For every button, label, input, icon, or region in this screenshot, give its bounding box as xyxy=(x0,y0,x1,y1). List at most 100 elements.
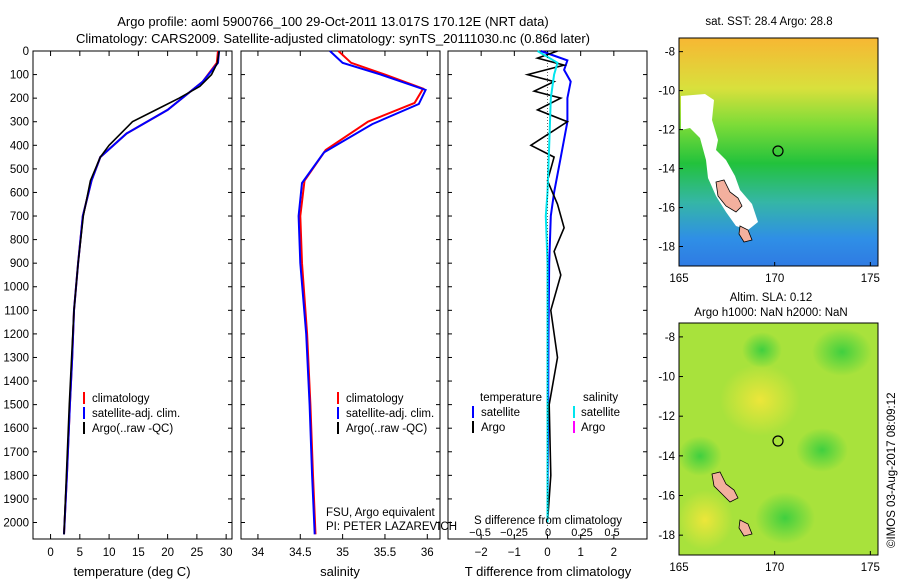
salinity-panel-frame xyxy=(240,50,441,540)
copyright-timestamp: ©IMOS 03-Aug-2017 08:09:12 xyxy=(886,392,898,548)
s-tick-1: −0.5 xyxy=(469,527,491,539)
x-tick-label: 10 xyxy=(103,547,116,559)
sst-coast-gap xyxy=(681,94,758,230)
legend-label-satellite: satellite-adj. clim. xyxy=(346,408,434,420)
s-tick-3: 0 xyxy=(545,527,551,539)
series-line-temperature-argo xyxy=(524,50,570,523)
x-tick-label: 5 xyxy=(77,547,83,559)
depth-tick-label: 1600 xyxy=(3,423,29,435)
argo-location-marker xyxy=(772,145,784,157)
s-tick-2: −0.25 xyxy=(500,527,528,539)
legend-title-salinity: salinity xyxy=(583,392,618,404)
lat-tick-label: -14 xyxy=(658,451,675,463)
x-tick-label: 1 xyxy=(577,547,583,559)
depth-tick-label: 1800 xyxy=(3,470,29,482)
sla-green-patch-2 xyxy=(742,332,782,368)
x-tick-label: 0 xyxy=(47,547,53,559)
temperature-xlabel: temperature (deg C) xyxy=(73,564,190,579)
sla-green-patch-3 xyxy=(796,428,848,472)
x-tick-label: 35 xyxy=(336,547,349,559)
depth-tick-label: 700 xyxy=(10,211,29,223)
depth-axis: 0 100 200 300 400 500 600 700 800 900 1000 1100 1200… xyxy=(3,46,29,529)
temperature-series xyxy=(63,50,221,535)
x-tick-label: 30 xyxy=(220,547,233,559)
difference-legend: temperature salinity satellite Argo sate… xyxy=(472,392,620,434)
lon-tick-label: 175 xyxy=(861,273,880,285)
header-line-1: Argo profile: aoml 5900766_100 29-Oct-20… xyxy=(117,14,548,29)
sla-map-frame xyxy=(678,322,879,556)
legend-label-argo: Argo(..raw -QC) xyxy=(92,423,173,435)
series-line-climatology xyxy=(63,50,219,535)
sla-yellow-patch-2 xyxy=(677,490,733,550)
lat-tick-label: -8 xyxy=(665,332,675,344)
temperature-panel-frame xyxy=(32,50,233,540)
x-tick-label: 34.5 xyxy=(289,547,311,559)
legend-label-climatology: climatology xyxy=(92,393,150,405)
depth-tick-label: 1700 xyxy=(3,447,29,459)
sla-island-2 xyxy=(738,519,753,537)
lat-tick-label: -16 xyxy=(658,203,675,215)
lat-tick-label: -10 xyxy=(658,86,675,98)
depth-tick-label: 1900 xyxy=(3,494,29,506)
lat-tick-label: -18 xyxy=(658,530,675,542)
depth-tick-label: 200 xyxy=(10,93,29,105)
sla-map xyxy=(677,322,879,556)
sla-green-patch xyxy=(812,328,872,376)
depth-tick-label: 800 xyxy=(10,235,29,247)
lon-tick-label: 170 xyxy=(765,562,784,574)
lon-tick-label: 165 xyxy=(669,562,688,574)
salinity-note-1: FSU, Argo equivalent xyxy=(326,507,435,519)
sst-island xyxy=(715,179,743,213)
sst-map-axes: 165 170 175 -8 -10 -12 -14 -16 -18 xyxy=(658,47,880,285)
depth-tick-label: 1000 xyxy=(3,282,29,294)
legend-label-argo: Argo(..raw -QC) xyxy=(346,423,427,435)
salinity-note-2: PI: PETER LAZAREVICH xyxy=(326,521,457,533)
lon-tick-label: 165 xyxy=(669,273,688,285)
legend-title-temperature: temperature xyxy=(480,392,542,404)
depth-tick-label: 400 xyxy=(10,140,29,152)
x-tick-label: 20 xyxy=(161,547,174,559)
depth-tick-label: 300 xyxy=(10,117,29,129)
depth-tick-label: 1500 xyxy=(3,400,29,412)
depth-tick-label: 100 xyxy=(10,70,29,82)
difference-xlabel-bottom: T difference from climatology xyxy=(465,564,632,579)
x-tick-label: 35.5 xyxy=(374,547,396,559)
sla-green-patch-5 xyxy=(678,436,722,476)
sla-map-axes: 165 170 175 -8 -10 -12 -14 -16 -18 xyxy=(658,332,880,574)
difference-x-axis: −2 −1 0 1 2 xyxy=(448,50,647,559)
legend-label-t-argo: Argo xyxy=(481,422,505,434)
difference-xlabel-top: S difference from climatology xyxy=(474,515,622,527)
s-tick-5: 0.5 xyxy=(604,527,619,539)
x-tick-label: 15 xyxy=(132,547,145,559)
sst-island-2 xyxy=(738,225,753,243)
depth-tick-label: 0 xyxy=(23,46,29,58)
temperature-legend: climatology satellite-adj. clim. Argo(..… xyxy=(83,392,180,435)
series-line-satellite-adj-clim- xyxy=(63,50,221,535)
legend-label-s-argo: Argo xyxy=(581,422,605,434)
x-tick-label: 34 xyxy=(252,547,265,559)
s-tick-4: 0.25 xyxy=(571,527,592,539)
depth-tick-label: 600 xyxy=(10,187,29,199)
lat-tick-label: -18 xyxy=(658,242,675,254)
sla-map-title-2: Argo h1000: NaN h2000: NaN xyxy=(694,307,847,319)
series-line-salinity-satellite xyxy=(536,50,559,523)
legend-label-satellite: satellite-adj. clim. xyxy=(92,408,180,420)
x-tick-label: 0 xyxy=(544,547,550,559)
x-tick-label: −1 xyxy=(508,547,521,559)
difference-series xyxy=(524,50,572,539)
sla-green-patch-4 xyxy=(755,492,815,544)
x-tick-label: 25 xyxy=(190,547,203,559)
lat-tick-label: -8 xyxy=(665,47,675,59)
depth-tick-label: 2000 xyxy=(3,517,29,529)
sla-island xyxy=(711,471,739,503)
salinity-xlabel: salinity xyxy=(320,564,360,579)
depth-tick-label: 1100 xyxy=(4,305,29,317)
legend-label-climatology: climatology xyxy=(346,393,404,405)
temperature-x-axis: 0 5 10 15 20 25 30 xyxy=(33,50,233,559)
lat-tick-label: -12 xyxy=(658,125,675,137)
legend-label-t-satellite: satellite xyxy=(481,407,520,419)
series-line-satellite-adj-clim- xyxy=(297,50,427,535)
x-tick-label: 2 xyxy=(611,547,617,559)
series-line-argo-raw-qc- xyxy=(63,50,220,535)
